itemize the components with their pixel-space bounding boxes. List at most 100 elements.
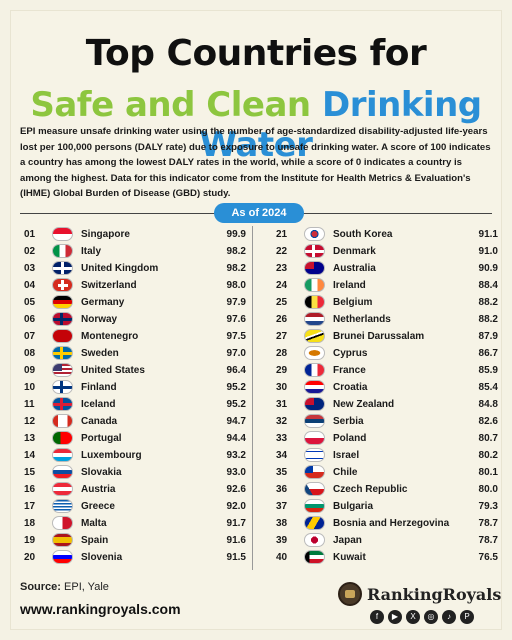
flag-pl-icon (304, 431, 325, 445)
ranking-row: 32 Serbia 82.6 (276, 413, 506, 430)
flag-rs-icon (304, 414, 325, 428)
source-label: Source: (20, 581, 61, 593)
country-name: Belgium (333, 297, 373, 308)
country-score: 78.7 (478, 535, 498, 546)
rank-number: 14 (24, 450, 36, 461)
country-score: 84.8 (478, 399, 498, 410)
country-score: 93.2 (226, 450, 246, 461)
rank-number: 27 (276, 331, 288, 342)
tiktok-icon[interactable]: ♪ (442, 610, 456, 624)
ranking-row: 06 Norway 97.6 (24, 311, 254, 328)
x-icon[interactable]: X (406, 610, 420, 624)
flag-cz-icon (304, 482, 325, 496)
country-score: 80.1 (478, 467, 498, 478)
ranking-row: 30 Croatia 85.4 (276, 379, 506, 396)
youtube-icon[interactable]: ▶ (388, 610, 402, 624)
country-name: Kuwait (333, 552, 366, 563)
country-name: Portugal (81, 433, 122, 444)
country-name: Bulgaria (333, 501, 374, 512)
country-score: 98.2 (226, 263, 246, 274)
facebook-icon[interactable]: f (370, 610, 384, 624)
country-score: 91.6 (226, 535, 246, 546)
ranking-row: 04 Switzerland 98.0 (24, 277, 254, 294)
rank-number: 03 (24, 263, 36, 274)
brand-name: RankingRoyals (367, 584, 502, 604)
ranking-row: 34 Israel 80.2 (276, 447, 506, 464)
title-line-2: Safe and Clean Drinking Water (11, 85, 501, 165)
flag-bn-icon (304, 329, 325, 343)
flag-dk-icon (304, 244, 325, 258)
rank-number: 24 (276, 280, 288, 291)
country-name: Luxembourg (81, 450, 142, 461)
flag-lu-icon (52, 448, 73, 462)
divider-rule-left (20, 213, 220, 214)
flag-be-icon (304, 295, 325, 309)
pinterest-icon[interactable]: P (460, 610, 474, 624)
rank-number: 32 (276, 416, 288, 427)
website-link[interactable]: www.rankingroyals.com (20, 601, 181, 617)
country-score: 97.6 (226, 314, 246, 325)
rank-number: 22 (276, 246, 288, 257)
country-score: 93.0 (226, 467, 246, 478)
country-name: Slovenia (81, 552, 123, 563)
rank-number: 08 (24, 348, 36, 359)
ranking-row: 15 Slovakia 93.0 (24, 464, 254, 481)
rank-number: 07 (24, 331, 36, 342)
brand-logo[interactable]: RankingRoyals (338, 582, 502, 606)
rank-number: 37 (276, 501, 288, 512)
title-highlight-blue: Drinking Water (199, 85, 483, 165)
country-name: Poland (333, 433, 367, 444)
flag-se-icon (52, 346, 73, 360)
rank-number: 04 (24, 280, 36, 291)
rank-number: 10 (24, 382, 36, 393)
flag-nz-icon (304, 397, 325, 411)
country-score: 78.7 (478, 518, 498, 529)
rank-number: 34 (276, 450, 288, 461)
flag-ba-icon (304, 516, 325, 530)
country-name: Greece (81, 501, 115, 512)
rank-number: 11 (24, 399, 35, 410)
rank-number: 23 (276, 263, 288, 274)
ranking-row: 02 Italy 98.2 (24, 243, 254, 260)
ranking-row: 26 Netherlands 88.2 (276, 311, 506, 328)
country-name: Singapore (81, 229, 130, 240)
ranking-row: 37 Bulgaria 79.3 (276, 498, 506, 515)
title-highlight-green: Safe and Clean (30, 85, 311, 125)
flag-at-icon (52, 482, 73, 496)
ranking-row: 07 Montenegro 97.5 (24, 328, 254, 345)
ranking-row: 17 Greece 92.0 (24, 498, 254, 515)
country-score: 91.5 (226, 552, 246, 563)
country-name: France (333, 365, 366, 376)
ranking-row: 11 Iceland 95.2 (24, 396, 254, 413)
country-name: Sweden (81, 348, 119, 359)
rank-number: 17 (24, 501, 36, 512)
rank-number: 20 (24, 552, 36, 563)
country-name: Denmark (333, 246, 376, 257)
ranking-row: 29 France 85.9 (276, 362, 506, 379)
country-name: Australia (333, 263, 376, 274)
country-score: 98.0 (226, 280, 246, 291)
rank-number: 29 (276, 365, 288, 376)
ranking-row: 01 Singapore 99.9 (24, 226, 254, 243)
ranking-row: 22 Denmark 91.0 (276, 243, 506, 260)
rank-number: 09 (24, 365, 36, 376)
country-name: Italy (81, 246, 102, 257)
flag-pt-icon (52, 431, 73, 445)
country-score: 99.9 (226, 229, 246, 240)
country-score: 98.2 (226, 246, 246, 257)
country-score: 92.0 (226, 501, 246, 512)
rank-number: 26 (276, 314, 288, 325)
flag-fr-icon (304, 363, 325, 377)
instagram-icon[interactable]: ◎ (424, 610, 438, 624)
country-score: 79.3 (478, 501, 498, 512)
rank-number: 21 (276, 229, 288, 240)
country-name: Austria (81, 484, 116, 495)
flag-cy-icon (304, 346, 325, 360)
country-score: 91.7 (226, 518, 246, 529)
flag-jp-icon (304, 533, 325, 547)
ranking-row: 03 United Kingdom 98.2 (24, 260, 254, 277)
country-name: Brunei Darussalam (333, 331, 425, 342)
country-score: 92.6 (226, 484, 246, 495)
country-name: Switzerland (81, 280, 137, 291)
country-score: 82.6 (478, 416, 498, 427)
